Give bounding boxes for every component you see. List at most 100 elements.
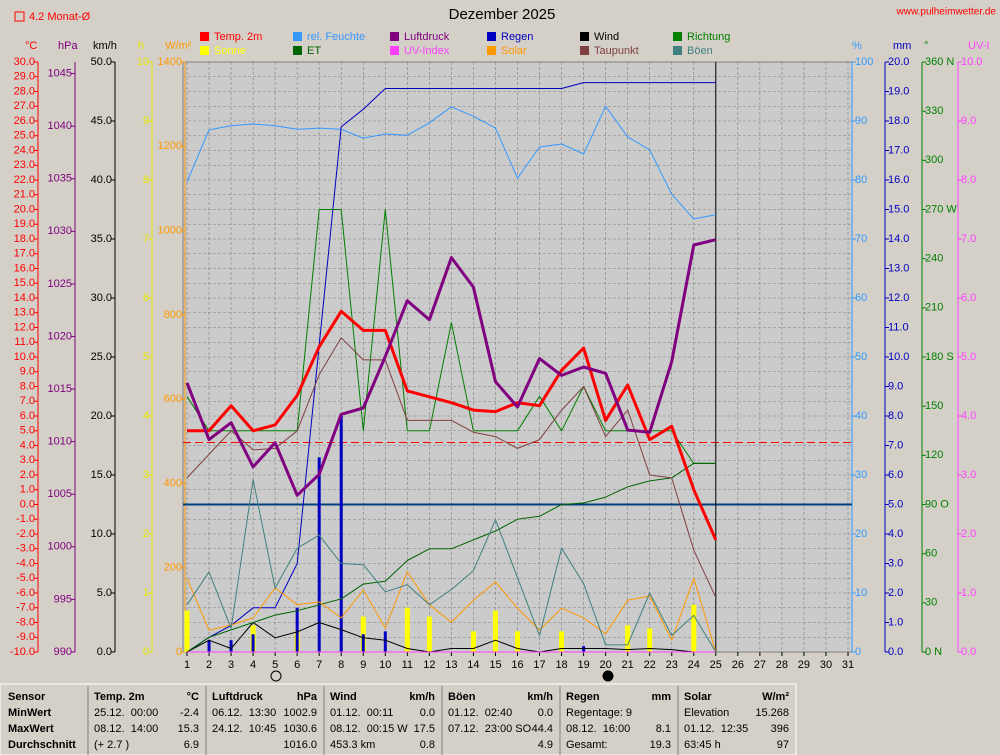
y-tick-label: 8.0 — [888, 410, 903, 422]
x-tick-label: 20 — [600, 659, 612, 671]
table-header: Solar — [684, 691, 712, 703]
y-tick-label: 15.0 — [91, 469, 112, 481]
rain-bar — [207, 640, 211, 652]
y-tick-label: -10.0 — [10, 646, 35, 658]
y-tick-label: 6.0 — [961, 292, 976, 304]
x-tick-label: 26 — [732, 659, 744, 671]
legend-swatch — [580, 32, 589, 41]
y-tick-label: 7.0 — [961, 233, 976, 245]
x-tick-label: 4 — [250, 659, 256, 671]
y-tick-label: 3.0 — [20, 454, 35, 466]
y-tick-label: 7.0 — [20, 395, 35, 407]
legend-label: Solar — [501, 45, 527, 57]
series-line — [186, 462, 716, 653]
table-cell: 01.12. 12:35 — [684, 723, 748, 735]
y-tick-label: 5.0 — [888, 498, 903, 510]
y-tick-label: 7 — [143, 233, 149, 245]
y-tick-label: 13.0 — [14, 307, 35, 319]
series-line — [186, 337, 717, 598]
y-tick-label: 8.0 — [961, 174, 976, 186]
table-header: Böen — [448, 691, 476, 703]
y-tick-label: 17.0 — [888, 144, 909, 156]
table-cell: 453.3 km — [330, 739, 375, 751]
y-tick-label: 1.0 — [961, 587, 976, 599]
legend-swatch — [390, 46, 399, 55]
axis-unit: W/m² — [165, 40, 192, 52]
y-tick-label: 6 — [143, 292, 149, 304]
y-tick-label: -9.0 — [16, 631, 35, 643]
table-value: 1030.6 — [283, 723, 317, 735]
x-tick-label: 29 — [798, 659, 810, 671]
y-tick-label: 150 — [925, 400, 943, 412]
y-tick-label: 1045 — [48, 67, 72, 79]
legend-swatch — [580, 46, 589, 55]
y-tick-label: 70 — [855, 233, 867, 245]
y-tick-label: 21.0 — [14, 189, 35, 201]
x-tick-label: 25 — [710, 659, 722, 671]
y-tick-label: 10.0 — [91, 528, 112, 540]
table-unit: W/m² — [762, 691, 789, 703]
y-tick-label: 26.0 — [14, 115, 35, 127]
y-tick-label: 29.0 — [14, 71, 35, 83]
y-tick-label: 20 — [855, 528, 867, 540]
y-tick-label: 800 — [164, 309, 182, 321]
x-tick-label: 9 — [360, 659, 366, 671]
y-tick-label: 400 — [164, 477, 182, 489]
y-tick-label: 0 N — [925, 646, 942, 658]
legend-label: rel. Feuchte — [307, 31, 365, 43]
table-box — [0, 683, 797, 755]
x-tick-label: 24 — [688, 659, 700, 671]
legend-swatch — [390, 32, 399, 41]
rain-bar — [295, 607, 299, 652]
y-tick-label: 10 — [137, 56, 149, 68]
table-value: 15.3 — [178, 723, 199, 735]
y-tick-label: 4 — [143, 410, 149, 422]
y-tick-label: 7.0 — [888, 439, 903, 451]
legend-label: UV-Index — [404, 45, 450, 57]
y-tick-label: 120 — [925, 449, 943, 461]
y-tick-label: 45.0 — [91, 115, 112, 127]
y-tick-label: 1035 — [48, 173, 72, 185]
y-tick-label: 11.0 — [888, 321, 909, 333]
x-tick-label: 3 — [228, 659, 234, 671]
table-unit: km/h — [527, 691, 553, 703]
table-cell: Elevation — [684, 707, 729, 719]
y-tick-label: 13.0 — [888, 262, 909, 274]
y-tick-label: 1025 — [48, 278, 72, 290]
sun-bar — [691, 604, 697, 652]
table-value: 17.5 — [414, 723, 435, 735]
legend-label: Taupunkt — [594, 45, 639, 57]
y-tick-label: 12.0 — [14, 321, 35, 333]
y-tick-label: 600 — [164, 393, 182, 405]
sun-bar — [184, 610, 190, 652]
y-tick-label: 1020 — [48, 330, 72, 342]
y-tick-label: -4.0 — [16, 557, 35, 569]
y-tick-label: 360 N — [925, 56, 954, 68]
sun-bar — [492, 610, 498, 652]
table-cell: 63:45 h — [684, 739, 721, 751]
y-tick-label: 0.0 — [888, 646, 903, 658]
rain-bar — [251, 634, 255, 652]
site-link[interactable]: www.pulheimwetter.de — [896, 7, 997, 18]
y-tick-label: 100 — [855, 56, 873, 68]
table-value: 44.4 — [532, 723, 553, 735]
moon-new — [602, 670, 614, 682]
x-tick-label: 12 — [423, 659, 435, 671]
y-tick-label: 3 — [143, 469, 149, 481]
y-tick-label: 0.0 — [20, 498, 35, 510]
y-tick-label: 2.0 — [888, 587, 903, 599]
table-value: 1016.0 — [283, 739, 317, 751]
y-tick-label: 240 — [925, 253, 943, 265]
moon-full — [270, 670, 282, 682]
y-tick-label: 4.0 — [961, 410, 976, 422]
legend-label: Wind — [594, 31, 619, 43]
table-value: 6.9 — [184, 739, 199, 751]
y-tick-label: 5.0 — [97, 587, 112, 599]
table-cell: 24.12. 10:45 — [212, 723, 276, 735]
y-tick-label: 1.0 — [20, 484, 35, 496]
y-tick-label: 990 — [54, 646, 72, 658]
x-tick-label: 19 — [577, 659, 589, 671]
x-tick-label: 14 — [467, 659, 479, 671]
y-tick-label: 9 — [143, 115, 149, 127]
